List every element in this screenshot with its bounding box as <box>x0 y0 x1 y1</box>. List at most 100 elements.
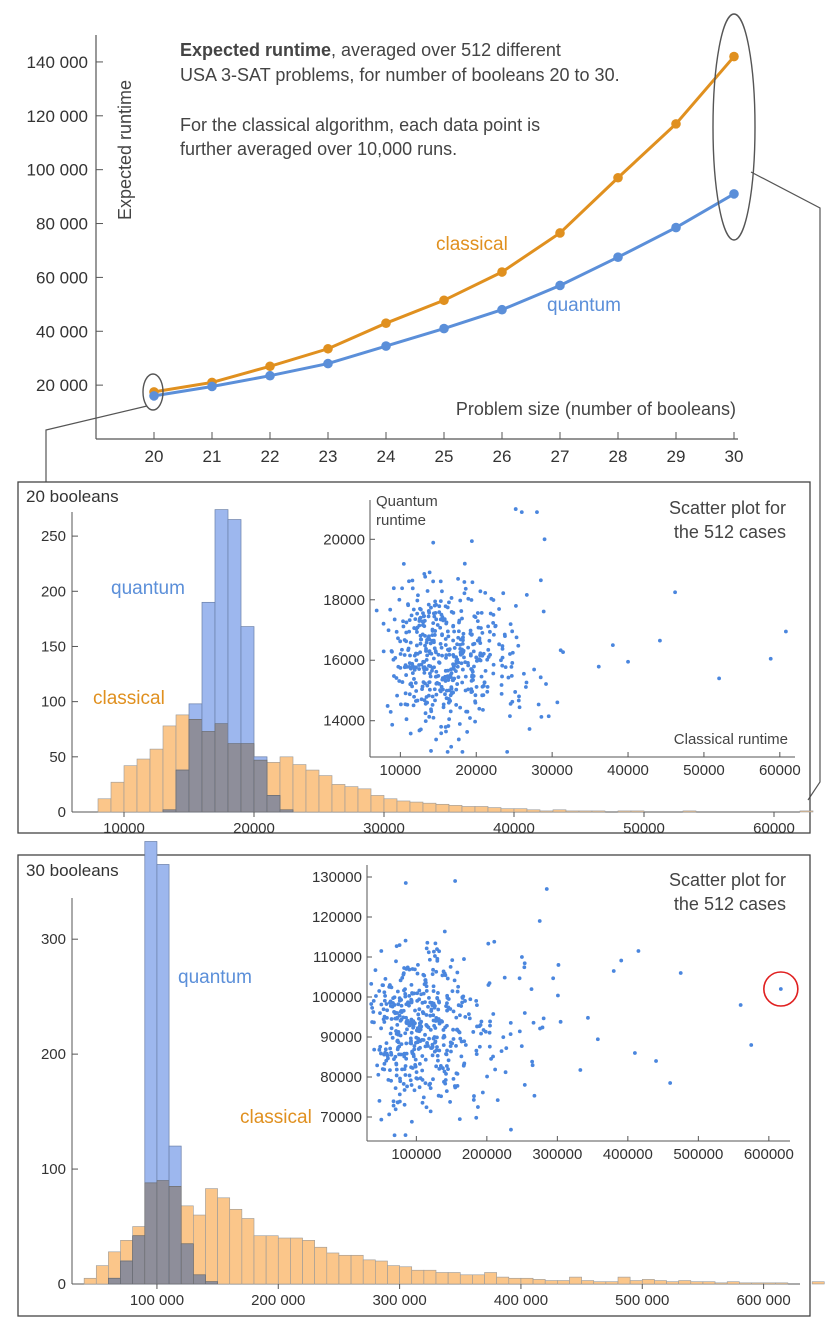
scatter20-point <box>427 570 432 575</box>
scatter20-point <box>509 665 514 669</box>
scatter30-point <box>379 949 384 953</box>
panel-30-frame <box>17 854 811 1317</box>
scatter30-point <box>413 1062 418 1067</box>
scatter20-point <box>445 629 450 634</box>
scatter30-point <box>379 1117 384 1122</box>
scatter20-point <box>432 633 437 637</box>
scatter30-point <box>431 1001 436 1006</box>
scatter20-point <box>410 671 415 676</box>
scatter20-point <box>438 599 443 604</box>
scatter30-point <box>424 1105 429 1110</box>
scatter30-point <box>444 1089 449 1094</box>
scatter30-point <box>397 996 402 1001</box>
scatter20-point <box>410 578 415 583</box>
scatter20-point <box>402 638 407 642</box>
scatter30-title-line1: Scatter plot for <box>669 870 786 890</box>
scatter-30: 70000 80000 90000 100000 110000 120000 130000 1… <box>312 865 799 1163</box>
scatter30-point <box>431 1013 436 1018</box>
scatter30-point <box>423 1032 427 1037</box>
scatter30-point <box>460 996 465 1000</box>
scatter30-point <box>370 1005 375 1010</box>
scatter30-point <box>423 1057 428 1062</box>
line-chart-xtick-label: 30 <box>725 447 744 466</box>
scatter20-point <box>510 650 515 655</box>
scatter20-point <box>417 663 421 667</box>
scatter20-point <box>444 729 448 734</box>
scatter30-point <box>487 1030 492 1035</box>
scatter30-point <box>437 1048 442 1053</box>
classical-point <box>381 318 391 328</box>
scatter20-point <box>430 703 435 707</box>
scatter20-point <box>448 673 453 678</box>
hist20-xtick-label: 10000 <box>103 820 145 837</box>
hist30-classical-bar <box>617 1276 631 1285</box>
scatter20-point <box>544 682 548 686</box>
scatter30-point <box>444 1072 448 1076</box>
scatter20-ytick-label: 14000 <box>323 713 365 730</box>
line-chart-xtick-label: 21 <box>203 447 222 466</box>
scatter20-point <box>423 711 428 716</box>
scatter20-point <box>430 694 435 699</box>
line-chart-note-line2: further averaged over 10,000 runs. <box>180 139 457 159</box>
scatter30-point <box>493 1067 498 1072</box>
scatter30-point <box>404 1020 409 1025</box>
scatter20-point <box>414 689 419 693</box>
scatter30-point <box>450 958 455 963</box>
hist20-ytick-label: 250 <box>41 528 66 545</box>
scatter30-point <box>457 1117 462 1122</box>
hist30-ytick-label: 300 <box>41 931 66 948</box>
scatter20-point <box>421 665 426 670</box>
scatter30-point <box>403 1031 408 1036</box>
classical-point <box>729 51 739 62</box>
hist30-ytick-label: 0 <box>58 1276 66 1293</box>
scatter20-point <box>546 714 551 719</box>
hist30-classical-bar <box>435 1272 449 1285</box>
hist20-classical-bar <box>591 810 606 813</box>
hist30-overlap-bar <box>193 1274 206 1285</box>
hist30-classical-bar <box>375 1260 388 1285</box>
hist30-classical-bar <box>459 1274 473 1285</box>
scatter30-point <box>407 1073 412 1078</box>
scatter20-ylabel-line2: runtime <box>376 512 426 529</box>
scatter20-point <box>416 593 420 598</box>
scatter20-point <box>426 602 431 607</box>
hist20-classical-bar <box>292 764 307 813</box>
hist30-classical-bar <box>302 1240 315 1285</box>
scatter20-point <box>438 579 443 584</box>
scatter20-point <box>471 674 476 678</box>
scatter20-point <box>406 648 411 652</box>
hist30-classical-bar <box>775 1282 789 1285</box>
scatter30-point <box>420 1100 425 1105</box>
scatter30-point <box>373 968 378 973</box>
scatter20-point <box>437 610 442 614</box>
line-chart-ytick-label: 20 000 <box>36 376 88 395</box>
hist30-classical-bar <box>581 1280 595 1285</box>
scatter20-point <box>471 642 475 647</box>
scatter20-point <box>473 719 477 724</box>
hist30-classical-bar <box>326 1252 340 1285</box>
hist30-classical-bar <box>739 1282 752 1285</box>
scatter20-point <box>425 683 430 688</box>
scatter20-point <box>420 623 425 628</box>
scatter20-xtick-label: 30000 <box>531 762 573 779</box>
scatter30-point <box>427 1082 432 1087</box>
line-chart-xtick-label: 20 <box>145 447 164 466</box>
scatter20-point <box>555 700 560 705</box>
scatter20-point <box>398 639 403 644</box>
scatter30-point <box>394 944 399 949</box>
scatter20-point <box>433 649 438 654</box>
hist20-overlap-bar <box>240 743 255 813</box>
hist20-xtick-label: 40000 <box>493 820 535 837</box>
scatter20-point <box>443 674 448 679</box>
scatter20-point <box>447 600 451 605</box>
scatter30-point <box>433 1019 438 1023</box>
scatter20-point <box>429 707 433 712</box>
scatter30-point <box>460 1000 464 1005</box>
scatter30-point <box>400 975 405 980</box>
scatter20-point <box>468 652 473 657</box>
quantum-point <box>323 358 333 369</box>
scatter30-point <box>404 1015 408 1020</box>
scatter30-point <box>408 1036 413 1041</box>
scatter20-point <box>460 667 465 672</box>
scatter30-point <box>394 1073 399 1078</box>
